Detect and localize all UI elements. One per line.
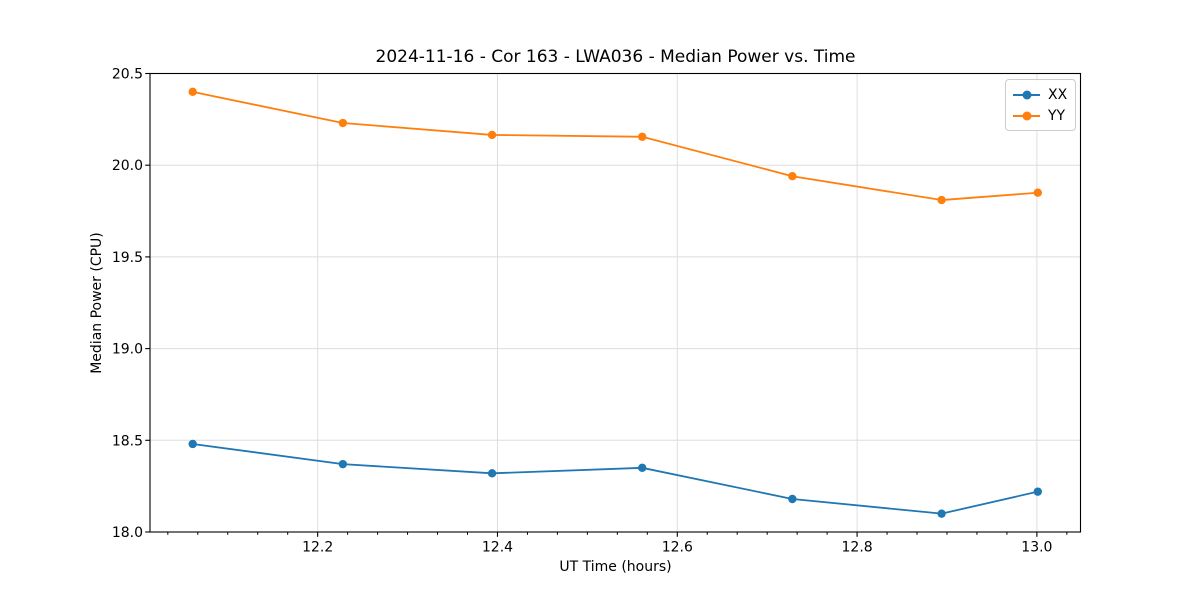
axes-frame — [149, 72, 1082, 533]
series-marker-XX — [638, 463, 647, 473]
legend-label: XX — [1048, 86, 1068, 103]
y-tick-label: 18.0 — [112, 525, 143, 541]
series-marker-XX — [338, 459, 348, 469]
y-tick-label: 20.0 — [112, 158, 143, 174]
x-tick-label: 12.4 — [482, 540, 513, 556]
y-tick-label: 18.5 — [112, 433, 143, 449]
series-marker-XX — [788, 494, 797, 504]
series-marker-XX — [1033, 487, 1042, 496]
series-line-YY — [191, 90, 1039, 201]
series-marker-YY — [638, 132, 647, 141]
series-marker-XX — [937, 509, 946, 518]
legend-line-marker-icon — [1013, 88, 1040, 102]
legend-marker-dot — [1022, 90, 1031, 99]
y-axis-label: Median Power (CPU) — [89, 232, 105, 374]
series-marker-XX — [487, 469, 497, 478]
legend-marker-dot — [1022, 111, 1031, 120]
y-tick-label: 19.5 — [112, 250, 143, 266]
series-marker-YY — [487, 130, 497, 140]
series-marker-YY — [338, 118, 348, 128]
legend-label: YY — [1048, 107, 1066, 124]
series-marker-YY — [937, 195, 946, 205]
y-tick-label: 19.0 — [112, 342, 143, 358]
x-tick-label: 13.0 — [1021, 540, 1052, 556]
legend: XX YY — [1005, 79, 1077, 131]
series-marker-YY — [1033, 188, 1042, 197]
x-tick-label: 12.8 — [842, 540, 873, 556]
x-tick-label: 12.2 — [302, 540, 333, 556]
legend-entry-YY: YY — [1013, 105, 1067, 126]
legend-entry-XX: XX — [1013, 84, 1067, 105]
series-line-XX — [191, 443, 1039, 515]
series-marker-XX — [188, 439, 197, 449]
series-marker-YY — [188, 87, 197, 97]
x-axis-label: UT Time (hours) — [559, 559, 672, 575]
series-marker-YY — [788, 172, 797, 181]
chart-title: 2024-11-16 - Cor 163 - LWA036 - Median P… — [375, 47, 856, 67]
legend-line-marker-icon — [1013, 109, 1040, 123]
y-tick-label: 20.5 — [112, 67, 143, 83]
x-tick-label: 12.6 — [662, 540, 693, 556]
